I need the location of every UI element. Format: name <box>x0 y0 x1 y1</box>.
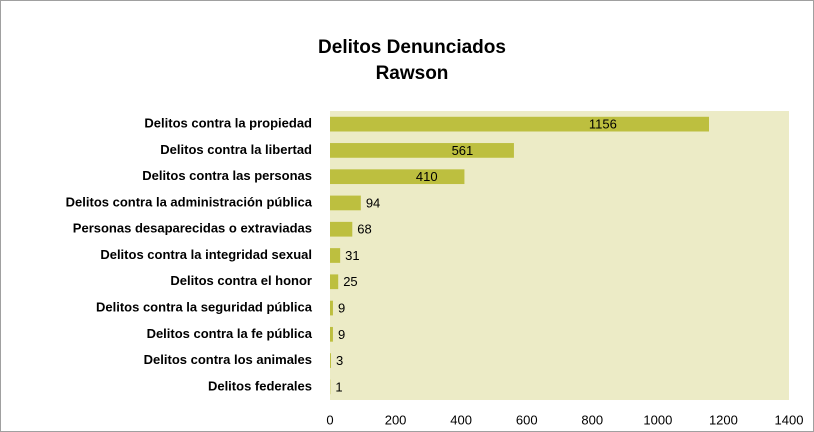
category-label: Delitos contra la libertad <box>160 142 312 157</box>
plot-area <box>330 111 789 400</box>
category-label: Delitos contra la propiedad <box>144 116 312 131</box>
category-label: Delitos contra el honor <box>170 273 312 288</box>
chart-title: Delitos Denunciados <box>318 37 506 58</box>
category-label: Delitos federales <box>208 378 312 393</box>
bar <box>330 169 465 185</box>
x-tick-label: 400 <box>450 412 472 427</box>
value-label: 68 <box>357 222 371 237</box>
bar <box>330 143 514 158</box>
bar <box>330 116 710 132</box>
x-tick-label: 1200 <box>709 412 738 427</box>
x-tick-label: 800 <box>581 412 603 427</box>
category-label: Personas desaparecidas o extraviadas <box>73 221 312 236</box>
value-label: 9 <box>338 300 345 315</box>
value-label: 25 <box>343 274 357 289</box>
bar <box>330 326 333 342</box>
value-label: 561 <box>452 143 474 158</box>
value-label: 9 <box>338 327 345 342</box>
bar <box>330 221 353 237</box>
value-label: 94 <box>366 195 380 210</box>
x-tick-label: 200 <box>385 412 407 427</box>
category-label: Delitos contra la fe pública <box>147 326 313 341</box>
x-tick-label: 1400 <box>775 412 804 427</box>
bar <box>330 353 331 368</box>
category-label: Delitos contra la administración pública <box>66 194 313 209</box>
value-label: 410 <box>416 169 438 184</box>
x-tick-label: 0 <box>326 412 333 427</box>
value-label: 31 <box>345 248 359 263</box>
chart-subtitle: Rawson <box>376 63 449 84</box>
x-tick-label: 600 <box>516 412 538 427</box>
x-tick-label: 1000 <box>643 412 672 427</box>
category-label: Delitos contra las personas <box>142 168 312 183</box>
bar <box>330 274 339 290</box>
category-label: Delitos contra la integridad sexual <box>100 247 312 262</box>
bar <box>330 300 333 316</box>
category-label: Delitos contra los animales <box>144 352 312 367</box>
bar <box>330 248 341 263</box>
bar <box>330 195 361 211</box>
value-label: 3 <box>336 353 343 368</box>
value-label: 1156 <box>589 117 617 132</box>
category-label: Delitos contra la seguridad pública <box>96 299 313 314</box>
value-label: 1 <box>335 379 342 394</box>
